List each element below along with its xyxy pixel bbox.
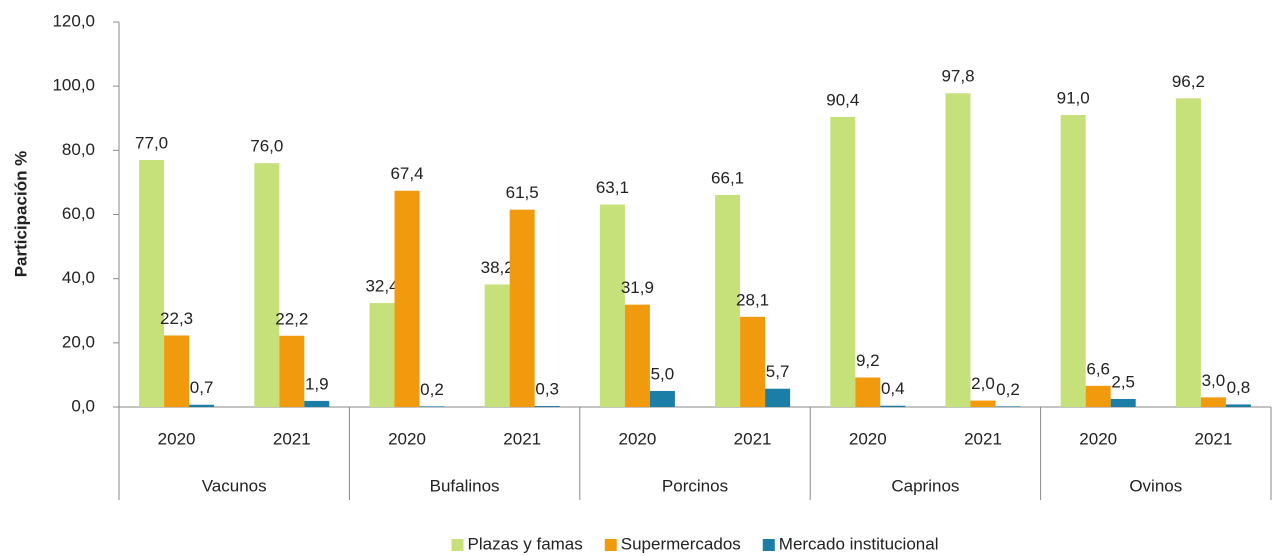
x-tick-label: 2021 bbox=[1194, 429, 1232, 448]
value-label: 67,4 bbox=[390, 164, 423, 183]
bar bbox=[624, 304, 650, 407]
bar bbox=[509, 209, 535, 407]
bar bbox=[1175, 98, 1201, 407]
value-label: 3,0 bbox=[1202, 371, 1226, 390]
value-label: 31,9 bbox=[621, 278, 654, 297]
value-label: 0,2 bbox=[996, 380, 1020, 399]
legend-label: Mercado institucional bbox=[779, 534, 939, 553]
group-label: Bufalinos bbox=[430, 476, 500, 495]
bar bbox=[484, 284, 510, 407]
bar bbox=[189, 404, 215, 407]
bar bbox=[1060, 115, 1086, 408]
x-tick-label: 2020 bbox=[388, 429, 426, 448]
bar bbox=[164, 335, 190, 407]
x-tick-label: 2021 bbox=[273, 429, 311, 448]
value-label: 22,3 bbox=[160, 309, 193, 328]
y-tick-label: 60,0 bbox=[62, 204, 95, 223]
bar bbox=[855, 377, 881, 407]
bar bbox=[1200, 397, 1226, 407]
legend-swatch bbox=[762, 539, 775, 551]
group-label: Vacunos bbox=[202, 476, 267, 495]
bar bbox=[279, 335, 305, 407]
bar bbox=[649, 390, 675, 407]
legend-swatch bbox=[604, 539, 617, 551]
x-tick-label: 2020 bbox=[849, 429, 887, 448]
value-label: 38,2 bbox=[481, 258, 514, 277]
value-label: 90,4 bbox=[826, 90, 859, 109]
bar bbox=[995, 406, 1021, 407]
value-label: 66,1 bbox=[711, 168, 744, 187]
bar bbox=[1085, 385, 1111, 407]
bar bbox=[599, 204, 625, 407]
x-tick-label: 2021 bbox=[734, 429, 772, 448]
group-label: Porcinos bbox=[662, 476, 728, 495]
x-tick-label: 2020 bbox=[618, 429, 656, 448]
bar bbox=[534, 406, 560, 407]
bar bbox=[139, 159, 165, 407]
value-label: 32,4 bbox=[365, 277, 398, 296]
value-label: 97,8 bbox=[941, 67, 974, 86]
bar bbox=[304, 400, 330, 407]
bar bbox=[254, 163, 280, 407]
y-tick-label: 0,0 bbox=[71, 396, 95, 415]
y-tick-label: 80,0 bbox=[62, 140, 95, 159]
value-label: 61,5 bbox=[506, 183, 539, 202]
group-label: Ovinos bbox=[1129, 476, 1182, 495]
bar bbox=[945, 93, 971, 407]
value-label: 28,1 bbox=[736, 290, 769, 309]
value-label: 6,6 bbox=[1086, 359, 1110, 378]
value-label: 5,7 bbox=[766, 362, 790, 381]
value-label: 76,0 bbox=[250, 137, 283, 156]
legend-swatch bbox=[451, 539, 464, 551]
bar bbox=[830, 116, 856, 407]
y-tick-label: 100,0 bbox=[52, 76, 95, 95]
bar bbox=[394, 190, 420, 407]
legend-label: Supermercados bbox=[621, 534, 741, 553]
y-tick-label: 20,0 bbox=[62, 332, 95, 351]
bar bbox=[765, 388, 791, 407]
value-label: 22,2 bbox=[275, 309, 308, 328]
value-label: 0,7 bbox=[190, 378, 214, 397]
group-label: Caprinos bbox=[891, 476, 959, 495]
bar bbox=[1110, 398, 1136, 407]
bar bbox=[880, 405, 906, 407]
x-tick-label: 2021 bbox=[964, 429, 1002, 448]
value-label: 1,9 bbox=[305, 374, 329, 393]
value-label: 9,2 bbox=[856, 351, 880, 370]
value-label: 0,8 bbox=[1227, 378, 1251, 397]
bar bbox=[740, 316, 766, 407]
value-label: 0,3 bbox=[535, 380, 559, 399]
value-label: 96,2 bbox=[1172, 72, 1205, 91]
bar bbox=[419, 406, 445, 407]
value-label: 2,5 bbox=[1111, 372, 1135, 391]
value-label: 77,0 bbox=[135, 133, 168, 152]
value-label: 2,0 bbox=[971, 374, 995, 393]
bar bbox=[970, 400, 996, 407]
value-label: 63,1 bbox=[596, 178, 629, 197]
x-tick-label: 2021 bbox=[503, 429, 541, 448]
bar bbox=[369, 303, 395, 407]
value-label: 5,0 bbox=[651, 364, 675, 383]
y-axis-title: Participación % bbox=[11, 151, 30, 278]
value-label: 0,2 bbox=[420, 380, 444, 399]
value-label: 0,4 bbox=[881, 379, 905, 398]
x-tick-label: 2020 bbox=[158, 429, 196, 448]
y-tick-label: 120,0 bbox=[52, 11, 95, 30]
value-label: 91,0 bbox=[1057, 89, 1090, 108]
bar bbox=[715, 194, 741, 407]
x-tick-label: 2020 bbox=[1079, 429, 1117, 448]
bar bbox=[1225, 404, 1251, 407]
y-tick-label: 40,0 bbox=[62, 268, 95, 287]
legend-label: Plazas y famas bbox=[468, 534, 583, 553]
